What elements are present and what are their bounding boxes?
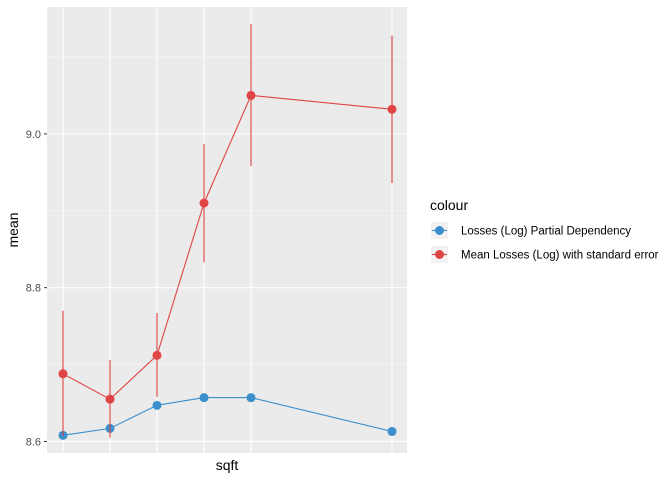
data-point [199, 198, 209, 208]
data-point [152, 350, 162, 360]
y-tick-label: 8.8 [26, 283, 41, 295]
plot-panel [47, 7, 407, 453]
legend-key-point [435, 226, 444, 235]
series-2 [58, 23, 397, 438]
data-point [246, 90, 256, 100]
legend-label: Losses (Log) Partial Dependency [461, 226, 631, 238]
y-tick-label: 8.6 [26, 436, 41, 448]
legend-item: Losses (Log) Partial Dependency [431, 222, 631, 239]
data-point [246, 393, 256, 403]
data-point [105, 394, 115, 404]
legend-item: Mean Losses (Log) with standard error [431, 246, 659, 263]
y-axis: 8.6 8.8 9.0 [26, 129, 47, 448]
legend-title: colour [430, 197, 468, 213]
series-line [62, 94, 393, 400]
grid-minor [47, 56, 407, 365]
data-point [58, 369, 68, 379]
legend-keys: Losses (Log) Partial Dependency Mean Loss… [431, 222, 659, 263]
x-axis-title: sqft [216, 457, 239, 473]
legend: colour Losses (Log) Partial Dependency Me… [430, 197, 659, 263]
y-axis-title: mean [5, 212, 21, 247]
series-line [62, 397, 393, 436]
data-point [152, 400, 162, 410]
data-point [199, 393, 209, 403]
grid-major [47, 7, 407, 453]
data-point [387, 104, 397, 114]
y-tick-label: 9.0 [26, 129, 41, 141]
data-point [387, 426, 397, 436]
series-layer [58, 23, 397, 440]
series-1 [58, 393, 397, 440]
legend-label: Mean Losses (Log) with standard error [461, 250, 659, 262]
legend-key-point [435, 250, 444, 259]
